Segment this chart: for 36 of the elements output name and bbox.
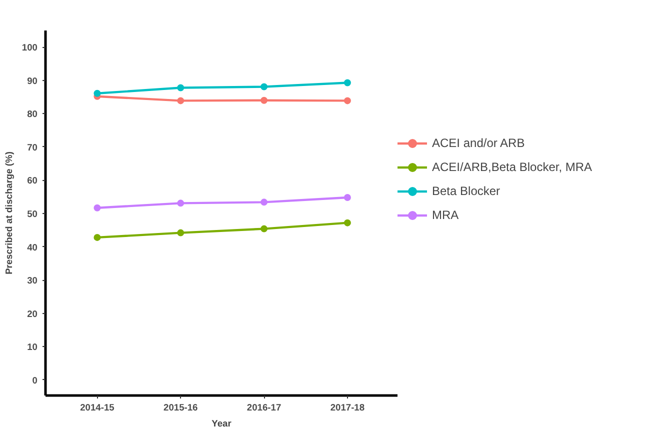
point bbox=[344, 79, 351, 86]
y-tick-label: 60 bbox=[27, 176, 38, 186]
point bbox=[177, 97, 184, 104]
y-tick-label: 10 bbox=[27, 342, 38, 352]
x-tick-label: 2016-17 bbox=[246, 402, 282, 412]
point bbox=[177, 200, 184, 207]
point bbox=[260, 198, 268, 206]
x-tick-label: 2015-16 bbox=[164, 402, 198, 412]
legend-label: Beta Blocker bbox=[432, 184, 500, 198]
legend-label: ACEI and/or ARB bbox=[432, 136, 525, 150]
x-tick-label: 2017-18 bbox=[330, 402, 365, 412]
point bbox=[94, 204, 101, 212]
point bbox=[344, 194, 351, 202]
point bbox=[260, 83, 268, 90]
y-tick-label: 40 bbox=[27, 242, 38, 252]
y-tick-label: 90 bbox=[27, 76, 38, 86]
legend-label: MRA bbox=[432, 208, 459, 222]
point bbox=[94, 90, 101, 97]
point bbox=[177, 229, 184, 236]
y-tick-label: 80 bbox=[27, 109, 38, 120]
point bbox=[260, 225, 268, 232]
y-axis-title: Prescribed at discharge (%) bbox=[4, 152, 14, 274]
y-tick-label: 70 bbox=[27, 142, 38, 152]
point bbox=[260, 96, 268, 104]
y-tick-label: 0 bbox=[32, 375, 38, 386]
x-tick-label: 2014-15 bbox=[80, 402, 114, 412]
point bbox=[94, 234, 101, 241]
y-tick-label: 50 bbox=[27, 209, 38, 219]
y-tick-label: 20 bbox=[27, 308, 38, 319]
y-tick-label: 100 bbox=[22, 42, 38, 53]
legend-label: ACEI/ARB,Beta Blocker, MRA bbox=[432, 160, 592, 174]
point bbox=[344, 219, 351, 226]
y-tick-label: 30 bbox=[27, 276, 38, 286]
point bbox=[344, 97, 351, 104]
point bbox=[177, 84, 184, 92]
x-axis-title: Year bbox=[212, 418, 232, 428]
